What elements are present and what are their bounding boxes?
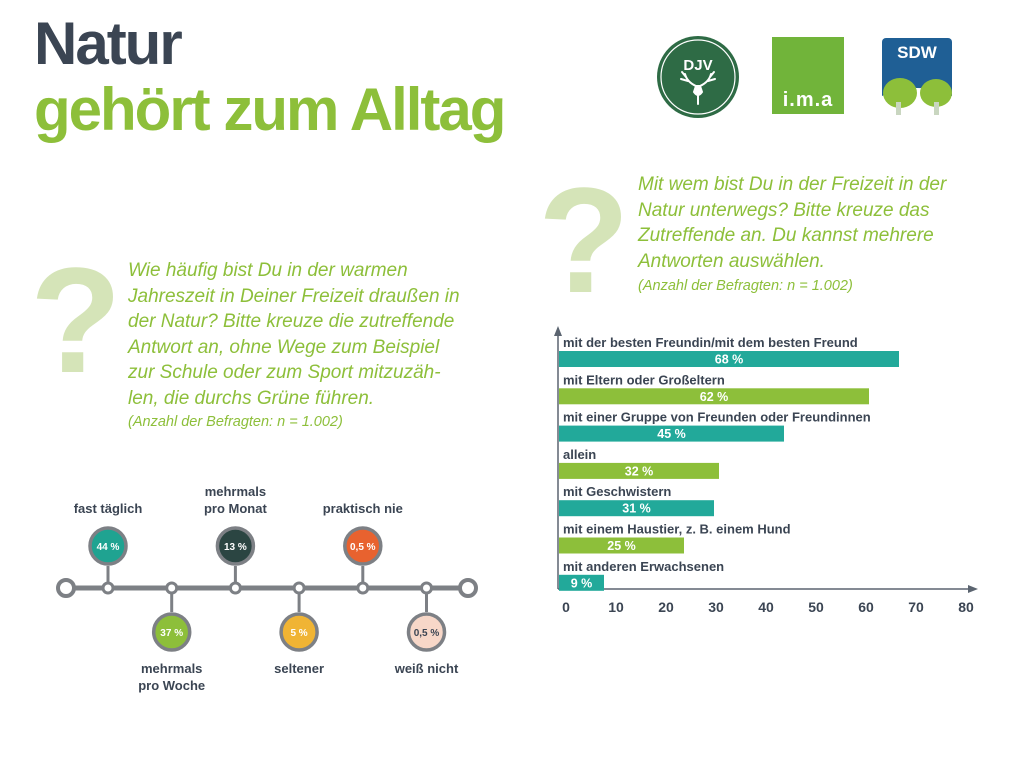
x-tick-label: 20 [658,599,674,615]
question-1-line: Wie häufig bist Du in der warmen [128,260,408,281]
x-tick-label: 80 [958,599,974,615]
bar-category-label: mit einer Gruppe von Freunden oder Freun… [563,410,871,425]
x-axis-arrow-icon [968,585,978,593]
timeline-node [420,581,433,595]
timeline-category-label: pro Woche [138,678,205,693]
x-tick-label: 10 [608,599,624,615]
bar [559,537,684,554]
timeline-category-label: pro Monat [204,501,267,516]
timeline-end-cap [458,578,478,598]
x-tick-label: 0 [562,599,570,615]
bar [559,388,869,405]
question-1-line: len, die durchs Grüne führen. [128,387,375,409]
timeline-value-label: 5 % [290,628,307,639]
question-1-text: Wie häufig bist Du in der warmen Jahresz… [128,258,513,411]
bar [559,462,719,479]
bar [559,425,784,442]
companions-bar-chart: 0 10 20 30 40 50 60 70 80 mit der besten Freundin… [554,326,978,615]
timeline-value-label: 0,5 % [414,628,440,639]
question-1-line: zur Schule oder zum Sport mitzuzäh- [128,362,441,383]
ima-logo: i.m.a [772,37,844,114]
x-tick-label: 70 [908,599,924,615]
frequency-timeline-chart: 44 % fast täglich 37 % mehrmals pro Woche 13 … [56,484,478,693]
timeline-value-label: 13 % [224,542,247,553]
question-2-text: Mit wem bist Du in der Freizeit in der N… [638,172,1013,274]
bar-value-label: 32 % [625,464,654,478]
question-2-sample-note: (Anzahl der Befragten: n = 1.002) [638,278,853,294]
timeline-category-label: weiß nicht [394,661,459,676]
timeline-category-label: mehrmals [141,661,202,676]
question-2-line: Zutreffende an. Du kannst mehrere [638,225,934,246]
bar-category-label: mit einem Haustier, z. B. einem Hund [563,522,791,537]
bar-category-label: mit der besten Freundin/mit dem besten F… [563,335,858,350]
title-line-1: Natur [34,10,183,77]
question-2-line: Mit wem bist Du in der Freizeit in der [638,174,947,195]
timeline-node [101,581,115,595]
djv-logo: DJV [657,36,739,118]
timeline-value-label: 37 % [160,628,183,639]
timeline-bubble [151,612,192,652]
sdw-logo-text: SDW [897,43,938,62]
bar-category-label: allein [563,447,596,462]
timeline-category-label: mehrmals [205,484,266,499]
question-1-line: Jahreszeit in Deiner Freizeit draußen in [128,285,460,307]
question-1-line: Antwort an, ohne Wege zum Beispiel [128,336,440,358]
bar-category-label: mit Eltern oder Großeltern [563,372,725,387]
timeline-value-label: 0,5 % [350,542,376,553]
ima-logo-text: i.m.a [782,89,834,111]
bar [559,574,604,591]
timeline-bubble [279,612,319,652]
timeline-bubble [215,526,256,566]
question-2-line: Antworten auswählen. [638,250,825,272]
timeline-category-label: seltener [274,661,324,676]
title-line-2: gehört zum Alltag [34,76,506,143]
bar [559,500,714,517]
timeline-node [165,581,179,595]
x-tick-label: 40 [758,599,774,615]
x-tick-label: 60 [858,599,874,615]
djv-logo-text: DJV [683,57,712,74]
x-tick-label: 30 [708,599,724,615]
question-mark-icon: ? [538,156,630,324]
bar-value-label: 62 % [700,390,729,404]
timeline-value-label: 44 % [97,542,120,553]
question-1-line: der Natur? Bitte kreuze die zutreffende [128,311,455,332]
timeline-bubble [406,612,447,652]
bar-value-label: 25 % [607,539,636,553]
timeline-start-cap [56,578,76,598]
timeline-node [292,581,306,595]
timeline-category-label: fast täglich [74,501,143,516]
stag-icon [680,71,716,105]
timeline-bubble [88,526,128,566]
bar-value-label: 31 % [622,502,651,516]
sdw-logo: SDW [882,38,952,115]
tree-icon [882,78,952,115]
bar-category-label: mit Geschwistern [563,484,671,499]
timeline-node [228,581,242,595]
bar-value-label: 9 % [571,576,593,590]
bar-category-label: mit anderen Erwachsenen [563,559,724,574]
question-1-sample-note: (Anzahl der Befragten: n = 1.002) [128,414,343,430]
x-tick-label: 50 [808,599,824,615]
timeline-node [356,581,370,595]
timeline-bubble [343,526,383,566]
y-axis-arrow-icon [554,326,562,336]
bar-value-label: 45 % [657,427,686,441]
question-2-line: Natur unterwegs? Bitte kreuze das [638,199,930,221]
bar [559,351,899,367]
question-mark-icon: ? [30,236,122,404]
bar-value-label: 68 % [715,353,744,367]
timeline-category-label: praktisch nie [323,501,403,516]
